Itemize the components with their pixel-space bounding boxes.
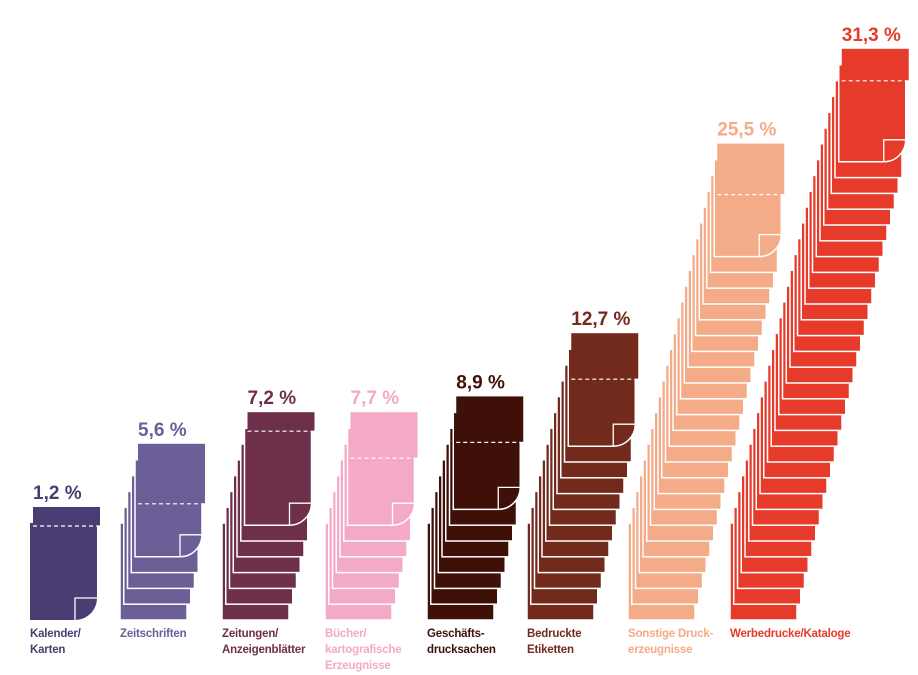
front-sheet xyxy=(30,523,97,620)
category-label: Zeitschriften xyxy=(120,628,187,640)
value-label: 7,2 % xyxy=(248,388,297,409)
header-block xyxy=(33,507,100,526)
category-label: Kalender/ Karten xyxy=(30,628,81,656)
value-label: 25,5 % xyxy=(717,120,776,141)
category-group: 8,9 % xyxy=(426,372,524,621)
category-group: 7,7 % xyxy=(324,388,418,621)
header-block xyxy=(841,48,909,81)
value-label: 5,6 % xyxy=(138,420,187,441)
category-label: Zeitungen/ Anzeigenblätter xyxy=(222,628,306,656)
header-block xyxy=(247,412,315,432)
header-block xyxy=(717,143,785,195)
category-label: Sonstige Druck- erzeugnisse xyxy=(628,628,714,656)
page-curl-icon xyxy=(391,502,415,526)
header-block xyxy=(571,333,639,380)
value-label: 31,3 % xyxy=(842,25,901,46)
category-label: Geschäfts- drucksachen xyxy=(427,628,496,656)
category-group: 5,6 % xyxy=(119,420,205,621)
page-curl-icon xyxy=(74,597,97,620)
category-label: Bücher/ kartografische Erzeugnisse xyxy=(325,628,402,672)
category-group: 7,2 % xyxy=(221,388,315,621)
header-block xyxy=(350,412,418,459)
page-curl-icon xyxy=(497,486,521,510)
value-label: 1,2 % xyxy=(33,483,82,504)
page-curl-icon xyxy=(612,423,636,447)
value-label: 8,9 % xyxy=(456,372,505,393)
header-block xyxy=(138,443,205,504)
front-sheet xyxy=(243,427,313,526)
category-label: Bedruckte Etiketten xyxy=(527,628,582,656)
page-curl-icon xyxy=(288,502,312,526)
category-group: 1,2 % xyxy=(30,483,100,620)
header-block xyxy=(456,396,524,443)
page-curl-icon xyxy=(179,534,202,557)
category-group: 12,7 % xyxy=(526,309,639,621)
category-group: 31,3 % xyxy=(729,25,909,621)
category-group: 25,5 % xyxy=(627,120,785,621)
page-curl-icon xyxy=(758,233,782,257)
page-curl-icon xyxy=(883,139,906,162)
value-label: 12,7 % xyxy=(571,309,630,330)
value-label: 7,7 % xyxy=(351,388,400,409)
category-label: Werbedrucke/Kataloge xyxy=(730,628,851,640)
